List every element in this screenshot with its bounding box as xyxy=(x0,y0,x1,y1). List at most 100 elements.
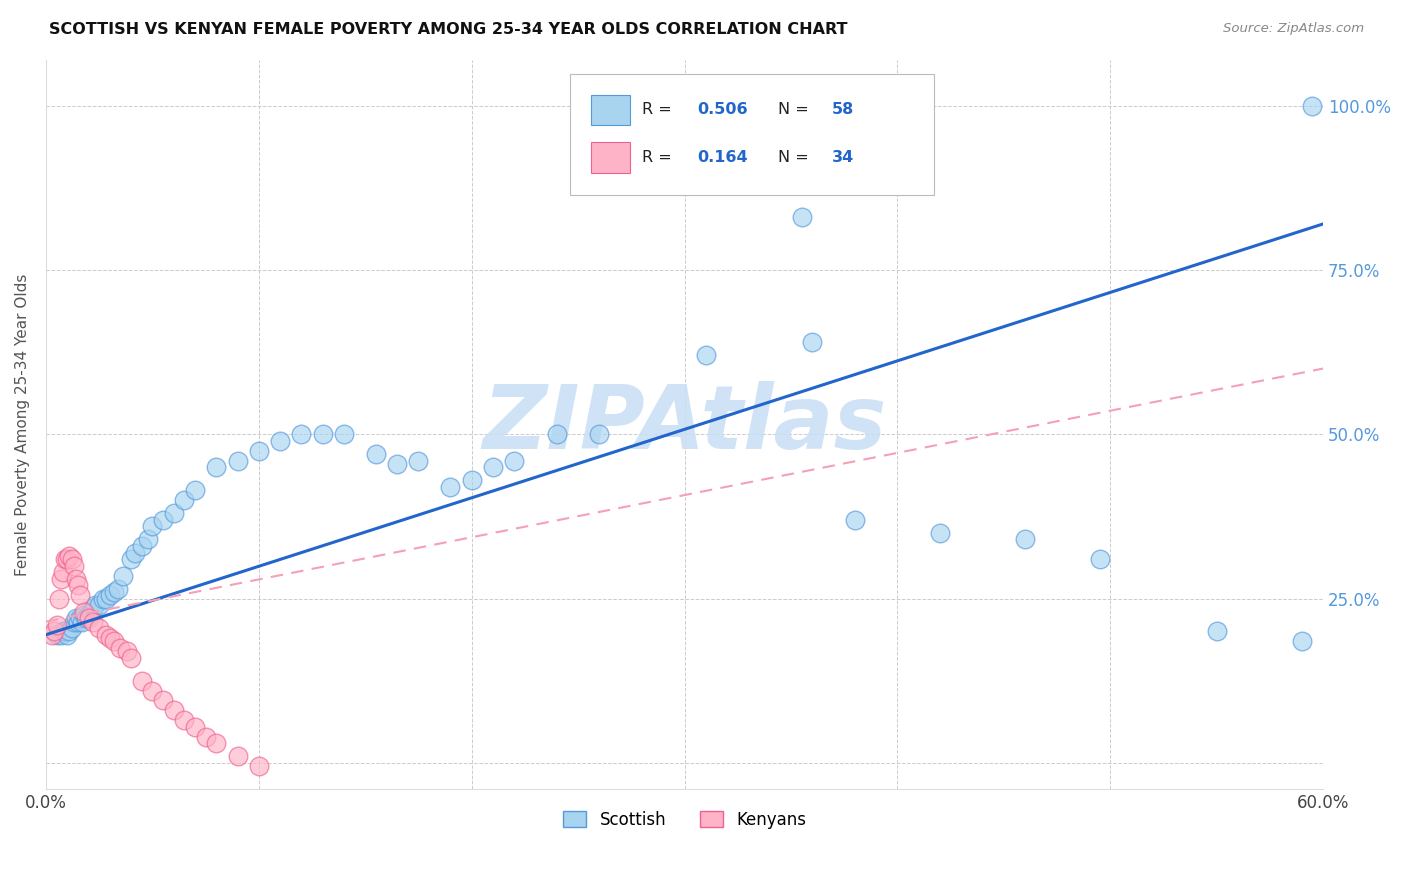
Point xyxy=(247,443,270,458)
Point xyxy=(98,588,121,602)
Point xyxy=(184,720,207,734)
Point xyxy=(588,427,610,442)
Point xyxy=(94,628,117,642)
Point xyxy=(111,568,134,582)
Point xyxy=(460,473,482,487)
Point xyxy=(312,427,335,442)
Point xyxy=(194,730,217,744)
Point xyxy=(49,572,72,586)
Point xyxy=(52,566,75,580)
Point xyxy=(439,480,461,494)
Point xyxy=(69,588,91,602)
Point xyxy=(56,552,79,566)
Text: Source: ZipAtlas.com: Source: ZipAtlas.com xyxy=(1223,22,1364,36)
Point xyxy=(89,621,111,635)
Point xyxy=(152,513,174,527)
Point xyxy=(408,453,430,467)
Point xyxy=(65,611,87,625)
Point xyxy=(62,558,84,573)
Legend: Scottish, Kenyans: Scottish, Kenyans xyxy=(557,805,813,836)
Point xyxy=(929,525,952,540)
Bar xyxy=(592,95,630,125)
Point xyxy=(247,759,270,773)
Point xyxy=(163,506,186,520)
Text: R =: R = xyxy=(643,103,678,118)
Point xyxy=(131,539,153,553)
Point xyxy=(1014,533,1036,547)
Text: SCOTTISH VS KENYAN FEMALE POVERTY AMONG 25-34 YEAR OLDS CORRELATION CHART: SCOTTISH VS KENYAN FEMALE POVERTY AMONG … xyxy=(49,22,848,37)
Point xyxy=(152,693,174,707)
Point xyxy=(84,598,107,612)
Point xyxy=(226,749,249,764)
Point xyxy=(65,572,87,586)
Point xyxy=(141,683,163,698)
Point xyxy=(124,545,146,559)
Point xyxy=(70,615,93,629)
Point xyxy=(94,591,117,606)
Point xyxy=(173,713,195,727)
Point xyxy=(89,598,111,612)
Point xyxy=(482,460,505,475)
Text: ZIPAtlas: ZIPAtlas xyxy=(482,381,887,468)
Point xyxy=(290,427,312,442)
Text: 58: 58 xyxy=(831,103,853,118)
Point xyxy=(184,483,207,497)
Point xyxy=(52,624,75,639)
Point xyxy=(82,615,104,629)
Text: 0.164: 0.164 xyxy=(697,150,748,165)
Point xyxy=(131,673,153,688)
Point xyxy=(173,493,195,508)
Point xyxy=(205,460,228,475)
Point xyxy=(75,611,97,625)
Point xyxy=(844,513,866,527)
Point xyxy=(53,624,76,639)
Point xyxy=(98,631,121,645)
Point xyxy=(69,611,91,625)
Point xyxy=(56,628,79,642)
Point xyxy=(58,624,80,639)
Point xyxy=(790,211,813,225)
Point xyxy=(546,427,568,442)
Point xyxy=(1205,624,1227,639)
Point xyxy=(79,605,101,619)
Point xyxy=(45,628,67,642)
Point xyxy=(77,607,100,622)
Point xyxy=(45,618,67,632)
Text: N =: N = xyxy=(778,150,814,165)
Point xyxy=(503,453,526,467)
Point xyxy=(1301,98,1323,112)
Point xyxy=(62,615,84,629)
Point xyxy=(333,427,356,442)
Point xyxy=(141,519,163,533)
Point xyxy=(49,628,72,642)
Point xyxy=(60,552,83,566)
Point xyxy=(53,552,76,566)
Point xyxy=(103,585,125,599)
Text: 0.506: 0.506 xyxy=(697,103,748,118)
Point xyxy=(120,650,142,665)
Point xyxy=(115,644,138,658)
Point xyxy=(73,607,96,622)
Point xyxy=(385,457,408,471)
Point xyxy=(58,549,80,563)
Bar xyxy=(592,142,630,173)
Text: R =: R = xyxy=(643,150,678,165)
Point xyxy=(120,552,142,566)
Point xyxy=(48,591,70,606)
Point xyxy=(136,533,159,547)
Y-axis label: Female Poverty Among 25-34 Year Olds: Female Poverty Among 25-34 Year Olds xyxy=(15,273,30,575)
Point xyxy=(60,621,83,635)
Point xyxy=(695,348,717,362)
Point xyxy=(205,736,228,750)
Point xyxy=(364,447,387,461)
Point xyxy=(66,615,89,629)
Text: N =: N = xyxy=(778,103,814,118)
Point xyxy=(695,98,717,112)
Point xyxy=(93,591,115,606)
Point xyxy=(73,605,96,619)
Point xyxy=(1291,634,1313,648)
Point xyxy=(66,578,89,592)
Point xyxy=(801,335,824,350)
Point xyxy=(673,98,696,112)
FancyBboxPatch shape xyxy=(569,74,934,194)
